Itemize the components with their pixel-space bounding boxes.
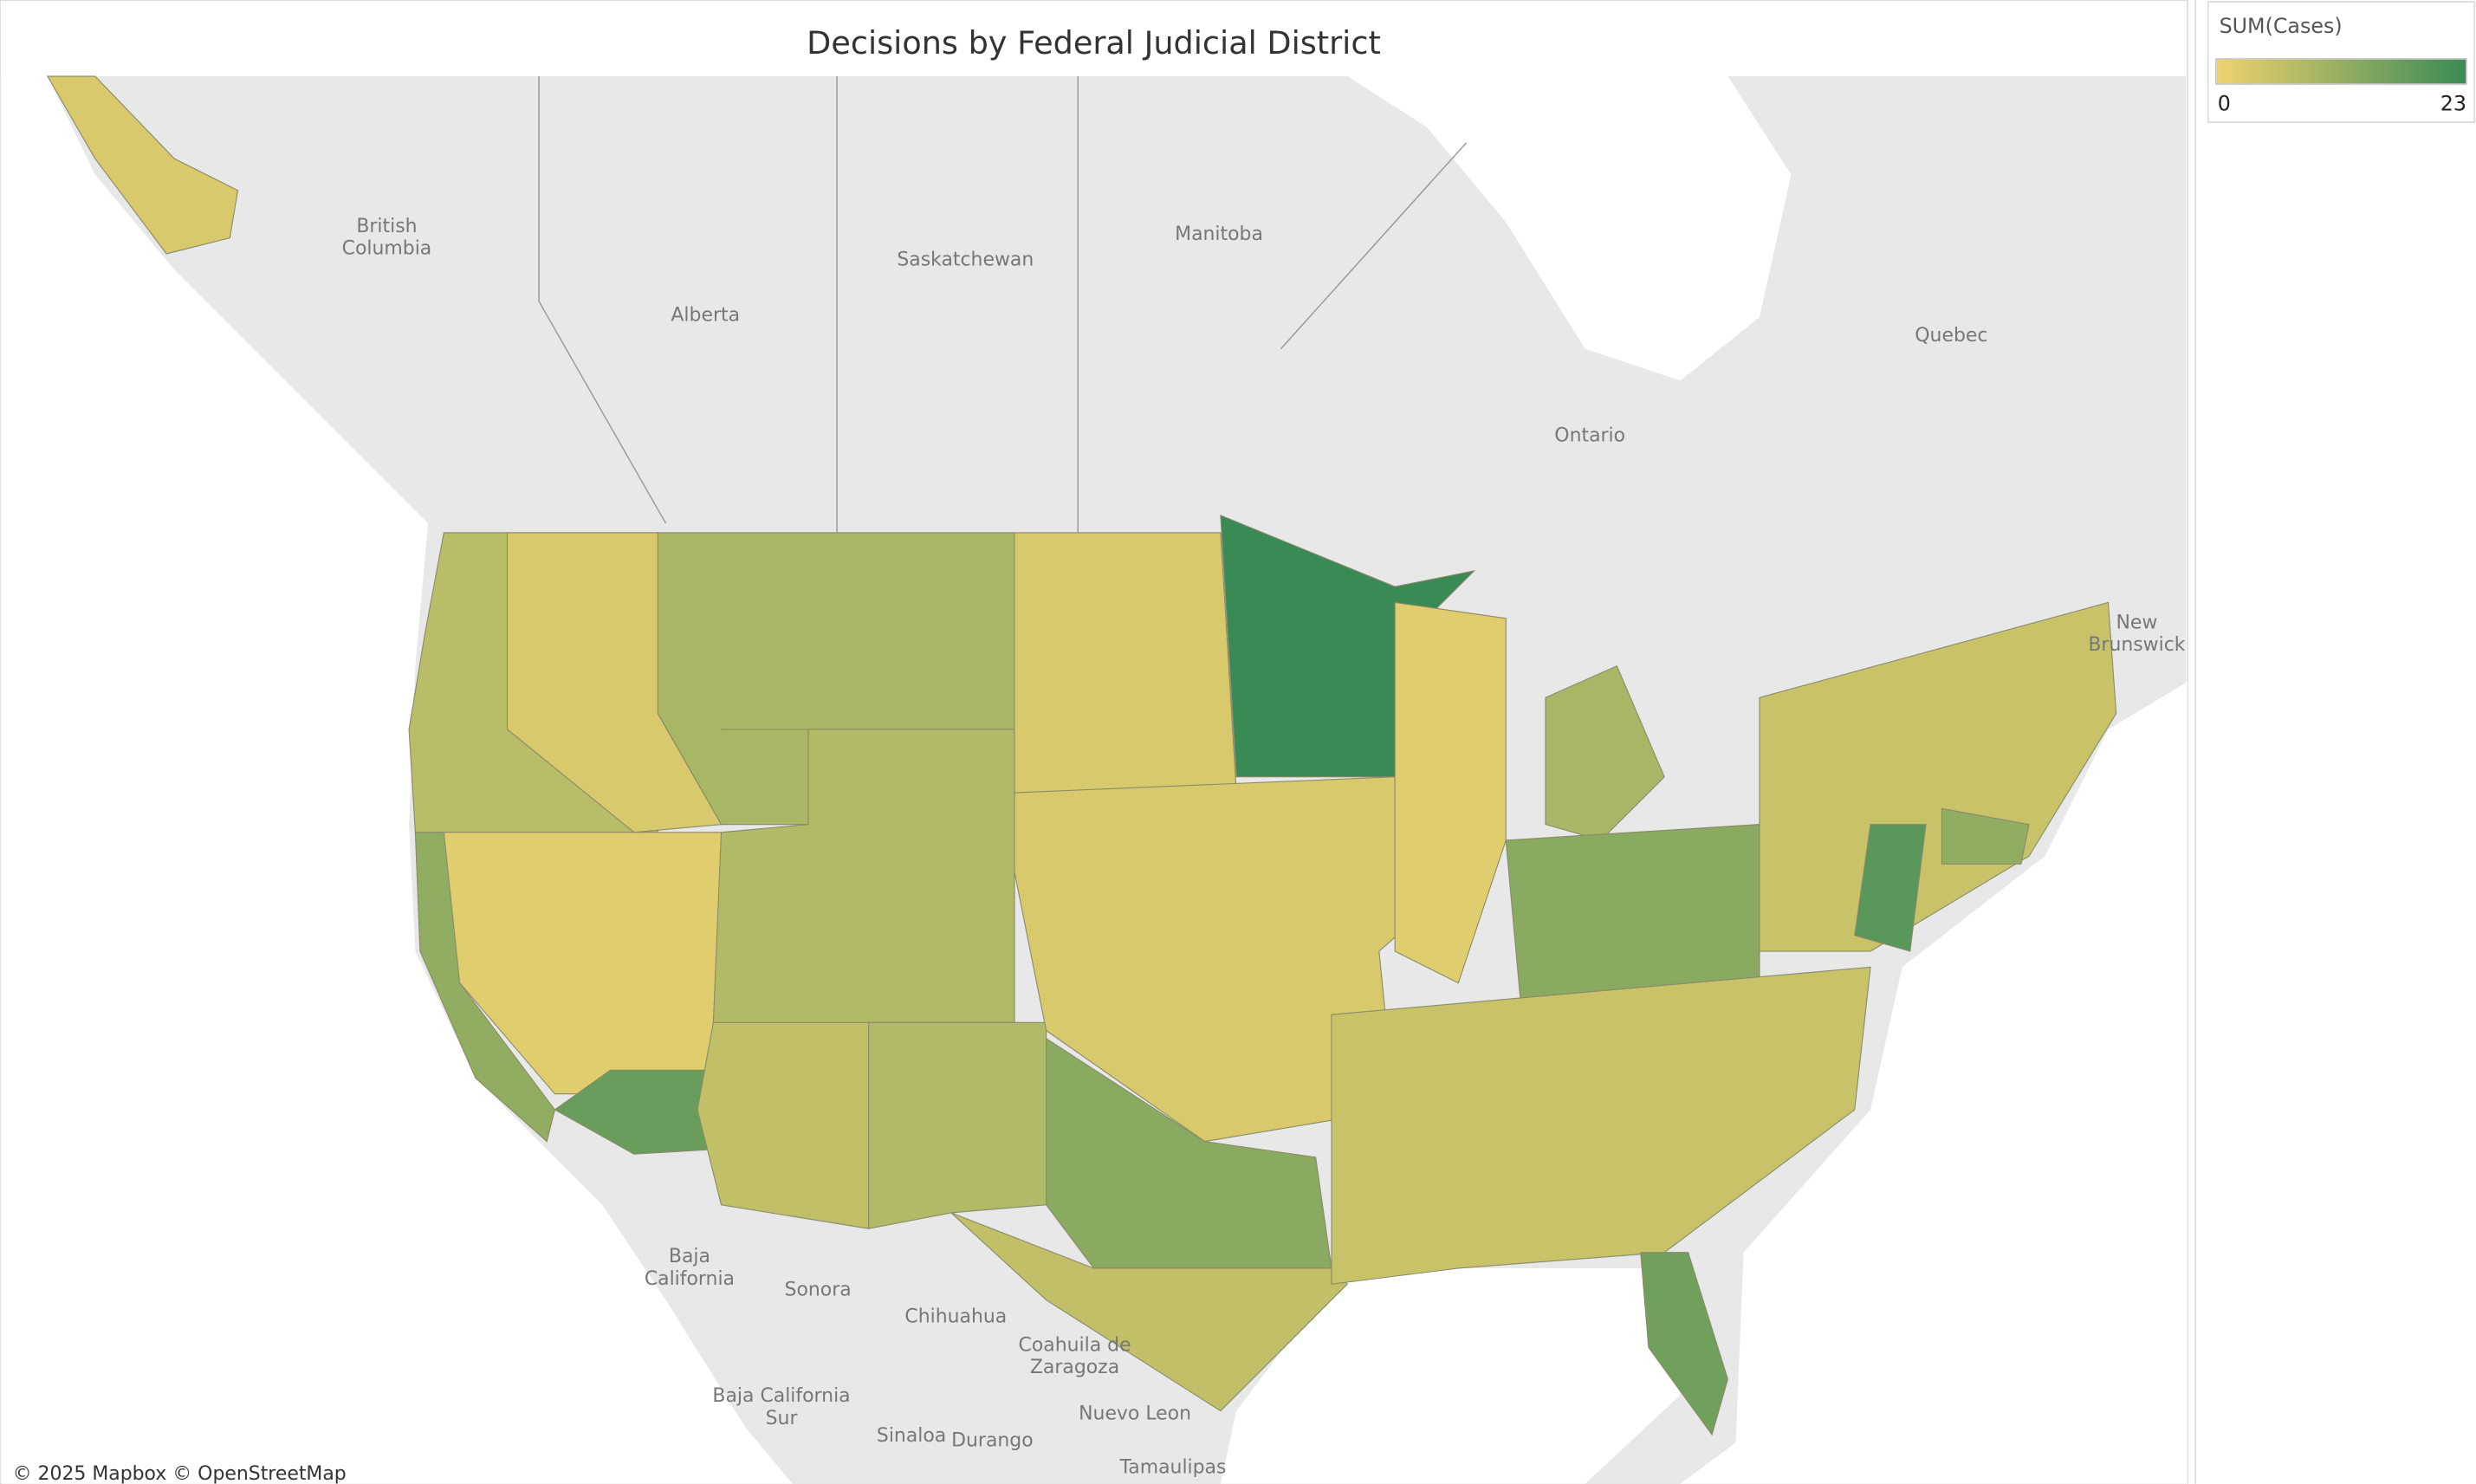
legend-min: 0 xyxy=(2218,91,2231,115)
place-label: Saskatchewan xyxy=(897,249,1034,270)
place-label: Ontario xyxy=(1554,424,1625,446)
place-label: Sinaloa xyxy=(877,1425,946,1447)
place-label: Durango xyxy=(951,1429,1034,1451)
attribution: © 2025 Mapbox © OpenStreetMap xyxy=(13,1463,347,1484)
district xyxy=(1545,664,1665,841)
district xyxy=(697,1021,872,1229)
place-label: Zaragoza xyxy=(1030,1357,1119,1378)
districts xyxy=(46,75,2117,1436)
place-label: Baja xyxy=(669,1246,710,1267)
legend-max: 23 xyxy=(2440,91,2466,115)
province-borders xyxy=(538,76,1468,533)
district xyxy=(46,75,239,255)
legend-title: SUM(Cases) xyxy=(2220,14,2343,38)
place-label: British xyxy=(356,216,417,237)
place-label: Columbia xyxy=(342,237,432,259)
place-label: Manitoba xyxy=(1175,224,1263,245)
district xyxy=(1759,601,2117,952)
district xyxy=(950,1212,1349,1412)
place-label: Alberta xyxy=(671,304,740,326)
place-label: Baja California xyxy=(712,1385,850,1407)
district xyxy=(1394,601,1507,984)
place-label: Chihuahua xyxy=(904,1306,1007,1328)
place-label: Tamaulipas xyxy=(1119,1457,1227,1479)
place-label: New xyxy=(2116,612,2158,633)
pacific-ocean xyxy=(1,76,793,1484)
district xyxy=(1854,824,1927,952)
district xyxy=(554,1069,714,1155)
title: Decisions by Federal Judicial District xyxy=(807,24,1381,62)
gulf-of-mexico xyxy=(1220,1267,1681,1484)
place-label: Sur xyxy=(766,1408,799,1429)
district xyxy=(1640,1252,1728,1436)
district xyxy=(868,1021,1047,1229)
place-label: Sonora xyxy=(785,1280,852,1301)
district xyxy=(414,832,555,1143)
district xyxy=(506,532,723,833)
place-label: California xyxy=(645,1268,735,1290)
place-label: Quebec xyxy=(1915,325,1987,347)
place-label: Coahuila de xyxy=(1019,1335,1131,1357)
legend-gradient xyxy=(2215,57,2467,86)
atlantic-ocean xyxy=(1680,681,2188,1484)
district xyxy=(1941,807,2030,865)
place-label: Nuevo Leon xyxy=(1079,1403,1191,1424)
place-label: Brunswick xyxy=(2088,634,2185,656)
